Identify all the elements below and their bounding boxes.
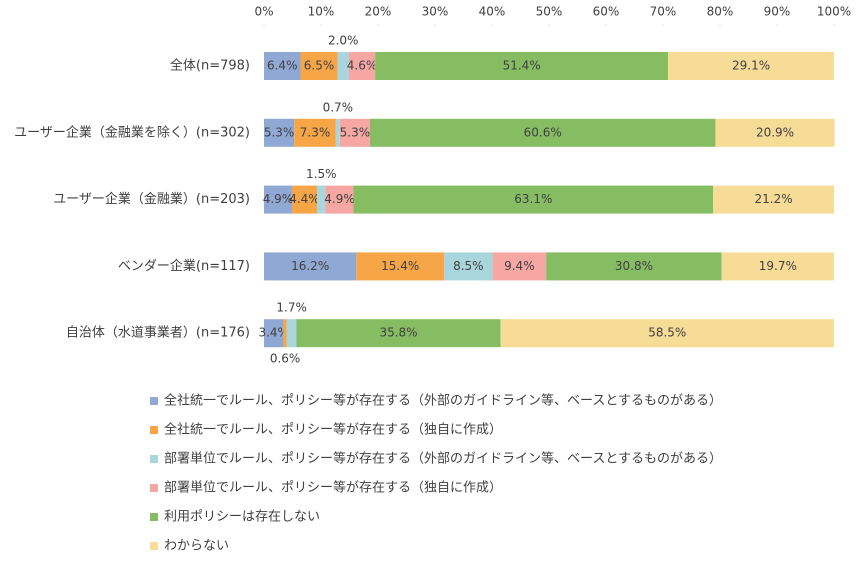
x-tick-label: 20% — [365, 5, 392, 19]
data-label: 1.5% — [306, 167, 337, 181]
legend-swatch — [150, 455, 158, 463]
data-label: 16.2% — [291, 259, 329, 273]
data-label: 35.8% — [379, 326, 417, 340]
bar-segment — [264, 52, 301, 80]
legend-label: わからない — [164, 539, 229, 554]
category-label: ベンダー企業(n=117) — [118, 258, 250, 274]
bar-segment — [339, 118, 371, 147]
legend-label: 全社統一でルール、ポリシー等が存在する（独自に作成） — [164, 422, 502, 438]
data-label: 15.4% — [381, 259, 419, 273]
category-label: 自治体（水道事業者）(n=176) — [66, 325, 250, 341]
x-tick-label: 100% — [817, 5, 851, 19]
data-label: 6.5% — [304, 59, 335, 73]
legend-label: 部署単位でルール、ポリシー等が存在する（独自に作成） — [164, 480, 502, 496]
x-tick-label: 50% — [536, 5, 563, 19]
x-tick-label: 30% — [422, 5, 449, 19]
data-label: 63.1% — [514, 192, 552, 206]
bar-segment — [356, 252, 445, 281]
bar-segment — [375, 52, 669, 80]
bar-segment — [264, 319, 284, 348]
x-tick-label: 10% — [308, 5, 335, 19]
data-label: 21.2% — [755, 192, 793, 206]
data-label: 0.7% — [323, 100, 354, 114]
legend-swatch — [150, 484, 158, 492]
bar-segment — [500, 319, 834, 348]
data-label: 1.7% — [276, 301, 307, 315]
bar-segment — [348, 52, 376, 80]
bar-segment — [264, 185, 292, 214]
data-label: 0.6% — [270, 352, 301, 366]
bar-segment — [721, 252, 834, 281]
legend-label: 利用ポリシーは存在しない — [164, 510, 320, 525]
bar-segment — [713, 185, 834, 214]
legend-swatch — [150, 542, 158, 550]
data-label: 4.4% — [289, 192, 320, 206]
bar-segment — [300, 52, 338, 80]
data-label: 51.4% — [503, 59, 541, 73]
bar-segment — [317, 185, 326, 214]
data-label: 3.4% — [258, 326, 289, 340]
x-tick-label: 60% — [593, 5, 620, 19]
x-tick-label: 90% — [764, 5, 791, 19]
legend-label: 全社統一でルール、ポリシー等が存在する（外部のガイドライン等、ベースとするものが… — [164, 393, 722, 409]
legend-swatch — [150, 426, 158, 434]
data-label: 60.6% — [524, 125, 562, 139]
data-label: 4.9% — [324, 192, 355, 206]
data-label: 4.6% — [347, 59, 378, 73]
x-tick-label: 0% — [254, 5, 273, 19]
bar-segment — [335, 118, 340, 147]
bar-segment — [294, 118, 336, 147]
bar-segment — [283, 319, 287, 348]
bar-segment — [286, 319, 297, 348]
data-label: 20.9% — [756, 125, 794, 139]
data-label: 19.7% — [759, 259, 797, 273]
bar-segment — [337, 52, 349, 80]
x-tick-label: 40% — [479, 5, 506, 19]
bar-segment — [353, 185, 714, 214]
legend-swatch — [150, 513, 158, 521]
data-label: 30.8% — [615, 259, 653, 273]
category-label: 全体(n=798) — [170, 58, 250, 74]
data-label: 8.5% — [453, 259, 484, 273]
data-label: 5.3% — [264, 125, 295, 139]
x-tick-label: 70% — [650, 5, 677, 19]
bar-segment — [325, 185, 354, 214]
data-label: 2.0% — [328, 34, 359, 48]
bar-segment — [444, 252, 493, 281]
bar-segment — [264, 118, 295, 147]
bar-segment — [291, 185, 318, 214]
data-label: 5.3% — [340, 125, 371, 139]
data-label: 6.4% — [267, 59, 298, 73]
data-label: 4.9% — [263, 192, 294, 206]
category-label: ユーザー企業（金融業を除く）(n=302) — [14, 124, 250, 140]
data-label: 9.4% — [504, 259, 535, 273]
data-label: 7.3% — [300, 125, 331, 139]
data-label: 29.1% — [732, 59, 770, 73]
x-tick-label: 80% — [707, 5, 734, 19]
bar-segment — [492, 252, 547, 281]
bar-segment — [370, 118, 716, 147]
bar-segment — [715, 118, 835, 147]
legend-label: 部署単位でルール、ポリシー等が存在する（外部のガイドライン等、ベースとするものが… — [164, 451, 722, 467]
bar-segment — [264, 252, 357, 281]
bar-segment — [296, 319, 501, 348]
legend-swatch — [150, 397, 158, 405]
category-label: ユーザー企業（金融業）(n=203) — [53, 191, 250, 207]
bar-segment — [546, 252, 722, 281]
data-label: 58.5% — [648, 326, 686, 340]
bar-segment — [668, 52, 834, 80]
